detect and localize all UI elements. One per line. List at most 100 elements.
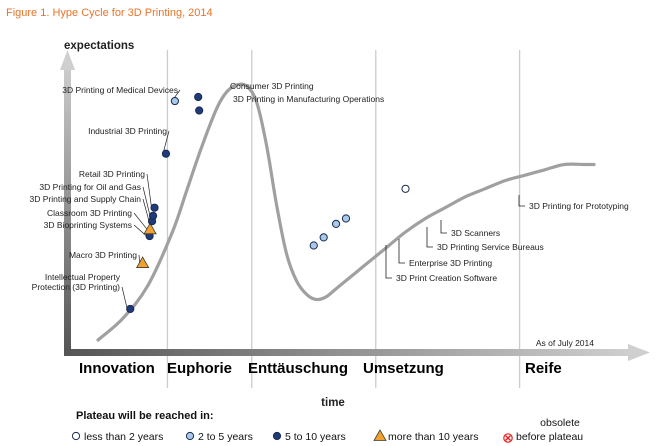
legend-item-2: 5 to 10 years bbox=[272, 431, 346, 443]
tech-label-line: 3D Print Creation Software bbox=[396, 273, 497, 283]
leader-line bbox=[440, 220, 447, 234]
tech-label: 3D Bioprinting Systems bbox=[44, 220, 132, 230]
phase-label-umsetzung: Umsetzung bbox=[363, 360, 444, 377]
phase-labels: Innovation Euphorie Enttäuschung Umsetzung R… bbox=[79, 360, 562, 377]
leader-line bbox=[142, 198, 150, 222]
tech-label-line: Consumer 3D Printing bbox=[230, 81, 314, 91]
tech-label-line: Intellectual Property bbox=[45, 272, 121, 282]
tech-label: 3D Printing in Manufacturing Operations bbox=[233, 94, 384, 104]
leader-line bbox=[398, 239, 405, 264]
phase-label-reife: Reife bbox=[525, 360, 562, 377]
tech-intellectual-property-protection-3d-printing: Intellectual Property Protection (3D Prin… bbox=[32, 272, 135, 314]
y-axis bbox=[64, 66, 71, 352]
tech-marker bbox=[341, 214, 351, 223]
x-axis bbox=[64, 349, 631, 356]
leader-line bbox=[385, 245, 392, 279]
tech-3d-scanners: 3D Scanners bbox=[341, 214, 500, 238]
legend-item-4: obsolete before plateau bbox=[503, 417, 583, 443]
hype-curve bbox=[96, 82, 596, 342]
leader-line bbox=[162, 130, 170, 154]
tech-label-line: Classroom 3D Printing bbox=[47, 208, 132, 218]
tech-label: Classroom 3D Printing bbox=[47, 208, 132, 218]
legend-title: Plateau will be reached in: bbox=[76, 410, 214, 422]
tech-label: Consumer 3D Printing bbox=[230, 81, 314, 91]
legend-marker bbox=[71, 431, 81, 441]
tech-label-line: Industrial 3D Printing bbox=[88, 126, 167, 136]
tech-consumer-3d-printing: Consumer 3D Printing bbox=[194, 81, 314, 102]
legend-label: before plateau bbox=[516, 431, 583, 443]
leader-line bbox=[133, 212, 148, 230]
leader-line bbox=[133, 224, 147, 237]
tech-macro-3d-printing: Macro 3D Printing bbox=[69, 250, 150, 268]
leader-line bbox=[426, 227, 433, 248]
y-axis-arrow bbox=[60, 50, 75, 70]
tech-marker bbox=[401, 184, 410, 193]
tech-label: Retail 3D Printing bbox=[79, 169, 145, 179]
tech-label: Enterprise 3D Printing bbox=[409, 258, 492, 268]
tech-marker bbox=[170, 96, 179, 106]
tech-marker bbox=[126, 304, 135, 314]
x-axis-label: time bbox=[321, 397, 345, 409]
tech-3d-printing-service-bureaus: 3D Printing Service Bureaus bbox=[331, 219, 544, 252]
phase-label-enttäuschung: Enttäuschung bbox=[248, 360, 348, 377]
tech-classroom-3d-printing: Classroom 3D Printing bbox=[47, 208, 157, 235]
tech-marker bbox=[148, 211, 158, 220]
tech-industrial-3d-printing: Industrial 3D Printing bbox=[88, 126, 171, 158]
legend-item-0: less than 2 years bbox=[71, 431, 163, 443]
legend-label: 2 to 5 years bbox=[198, 431, 253, 443]
tech-label-line: 3D Printing of Medical Devices bbox=[62, 85, 178, 95]
tech-3d-printing-for-oil-and-gas: 3D Printing for Oil and Gas bbox=[39, 182, 158, 220]
phase-label-euphorie: Euphorie bbox=[167, 360, 232, 377]
tech-marker bbox=[331, 219, 341, 228]
legend-item-1: 2 to 5 years bbox=[185, 431, 253, 443]
tech-label-line: Enterprise 3D Printing bbox=[409, 258, 492, 268]
y-axis-label: expectations bbox=[64, 40, 134, 52]
tech-label: 3D Print Creation Software bbox=[396, 273, 497, 283]
technology-points: Intellectual Property Protection (3D Prin… bbox=[29, 81, 629, 314]
legend-label: less than 2 years bbox=[84, 431, 163, 443]
tech-marker bbox=[194, 92, 203, 102]
as-of-note: As of July 2014 bbox=[536, 338, 594, 348]
tech-marker bbox=[161, 149, 171, 158]
tech-label: Intellectual Property Protection (3D Prin… bbox=[32, 272, 121, 292]
tech-label-line: 3D Scanners bbox=[451, 228, 500, 238]
tech-label-line: Retail 3D Printing bbox=[79, 169, 145, 179]
tech-3d-printing-for-prototyping: 3D Printing for Prototyping bbox=[401, 184, 629, 211]
tech-label-line: 3D Printing for Oil and Gas bbox=[39, 182, 141, 192]
phase-label-innovation: Innovation bbox=[79, 360, 155, 377]
tech-label: Macro 3D Printing bbox=[69, 250, 137, 260]
x-axis-arrow bbox=[628, 344, 650, 361]
legend-label: obsolete bbox=[540, 417, 580, 429]
tech-label-line: Protection (3D Printing) bbox=[32, 282, 121, 292]
legend-marker bbox=[503, 433, 513, 443]
tech-label: 3D Printing of Medical Devices bbox=[62, 85, 178, 95]
leader-line bbox=[121, 286, 128, 310]
tech-marker bbox=[150, 203, 159, 212]
tech-label: 3D Scanners bbox=[451, 228, 500, 238]
tech-label-line: Macro 3D Printing bbox=[69, 250, 137, 260]
legend-label: 5 to 10 years bbox=[285, 431, 346, 443]
tech-marker bbox=[143, 222, 157, 235]
tech-marker bbox=[319, 233, 328, 242]
tech-label-line: 3D Printing in Manufacturing Operations bbox=[233, 94, 384, 104]
legend-item-3: more than 10 years bbox=[373, 429, 478, 443]
tech-3d-printing-in-manufacturing-operations: 3D Printing in Manufacturing Operations bbox=[195, 94, 384, 115]
legend: Plateau will be reached in: less than 2 … bbox=[71, 410, 583, 443]
tech-3d-printing-of-medical-devices: 3D Printing of Medical Devices bbox=[62, 85, 181, 106]
legend-marker bbox=[272, 431, 282, 441]
tech-label-line: 3D Bioprinting Systems bbox=[44, 220, 132, 230]
tech-label-line: 3D Printing for Prototyping bbox=[529, 201, 629, 211]
tech-marker bbox=[309, 241, 318, 250]
legend-marker bbox=[185, 431, 195, 441]
obsolete-cross bbox=[505, 435, 511, 441]
legend-marker bbox=[373, 429, 387, 441]
tech-label: 3D Printing Service Bureaus bbox=[437, 242, 544, 252]
tech-label: Industrial 3D Printing bbox=[88, 126, 167, 136]
tech-label: 3D Printing for Oil and Gas bbox=[39, 182, 141, 192]
tech-label: 3D Printing and Supply Chain bbox=[29, 194, 141, 204]
phase-dividers bbox=[166, 50, 521, 388]
figure-title: Figure 1. Hype Cycle for 3D Printing, 20… bbox=[6, 7, 213, 19]
tech-label-line: 3D Printing and Supply Chain bbox=[29, 194, 141, 204]
tech-marker bbox=[135, 256, 150, 268]
